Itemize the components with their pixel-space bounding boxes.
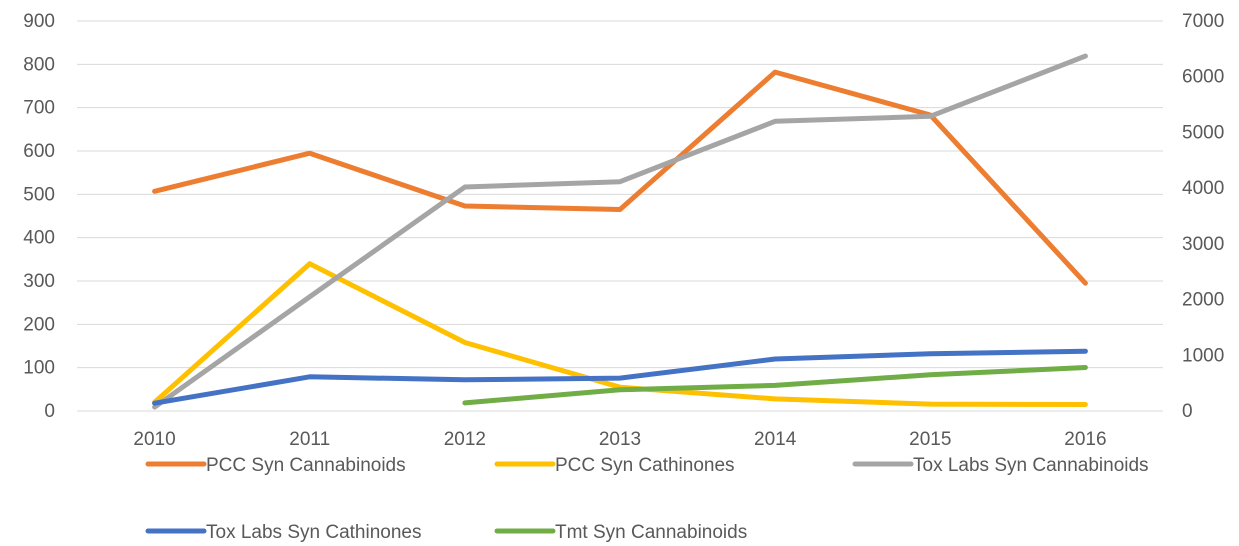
left-tick-label: 100 [23,358,55,379]
right-tick-label: 4000 [1182,178,1224,199]
series-line-tmt-syn-cannabinoids [462,365,1088,406]
left-tick-label: 900 [23,11,55,32]
series-lines [152,53,1088,410]
left-tick-label: 0 [44,401,55,422]
legend-item-tmt-syn-cannabinoids: Tmt Syn Cannabinoids [494,522,747,543]
legend-label: Tox Labs Syn Cathinones [206,522,421,543]
left-tick-label: 200 [23,314,55,335]
left-axis: 0 100 200 300 400 500 600 700 800 900 [23,11,55,422]
right-axis: 0 1000 2000 3000 4000 5000 6000 7000 [1182,11,1224,422]
series-line-tox-labs-syn-cannabinoids [152,53,1088,410]
legend-label: Tmt Syn Cannabinoids [555,522,747,543]
right-tick-label: 0 [1182,401,1193,422]
legend-item-tox-labs-syn-cannabinoids: Tox Labs Syn Cannabinoids [852,455,1149,476]
left-tick-label: 600 [23,141,55,162]
x-tick-label: 2013 [599,429,641,450]
left-tick-label: 500 [23,184,55,205]
left-tick-label: 400 [23,228,55,249]
right-tick-label: 6000 [1182,67,1224,88]
x-tick-label: 2011 [289,429,330,450]
legend-label: Tox Labs Syn Cannabinoids [913,455,1149,476]
legend-label: PCC Syn Cathinones [555,455,735,476]
x-tick-label: 2010 [133,429,175,450]
legend-label: PCC Syn Cannabinoids [206,455,406,476]
right-tick-label: 1000 [1182,345,1224,366]
right-tick-label: 7000 [1182,11,1224,32]
right-tick-label: 3000 [1182,234,1224,255]
legend-item-tox-labs-syn-cathinones: Tox Labs Syn Cathinones [145,522,421,543]
legend-item-pcc-syn-cannabinoids: PCC Syn Cannabinoids [145,455,406,476]
x-tick-label: 2012 [444,429,486,450]
legend-item-pcc-syn-cathinones: PCC Syn Cathinones [494,455,735,476]
right-tick-label: 2000 [1182,290,1224,311]
x-axis: 2010 2011 2012 2013 2014 2015 2016 [133,429,1106,450]
right-tick-label: 5000 [1182,122,1224,143]
series-line-pcc-syn-cannabinoids [152,69,1088,286]
series-line-pcc-syn-cathinones [152,261,1088,407]
left-tick-label: 700 [23,98,55,119]
x-tick-label: 2014 [754,429,797,450]
legend: PCC Syn Cannabinoids PCC Syn Cathinones To… [145,455,1149,543]
left-tick-label: 300 [23,271,55,292]
x-tick-label: 2015 [909,429,951,450]
gridlines [77,20,1163,412]
left-tick-label: 800 [23,54,55,75]
series-line-tox-labs-syn-cathinones [152,348,1088,406]
x-tick-label: 2016 [1064,429,1106,450]
